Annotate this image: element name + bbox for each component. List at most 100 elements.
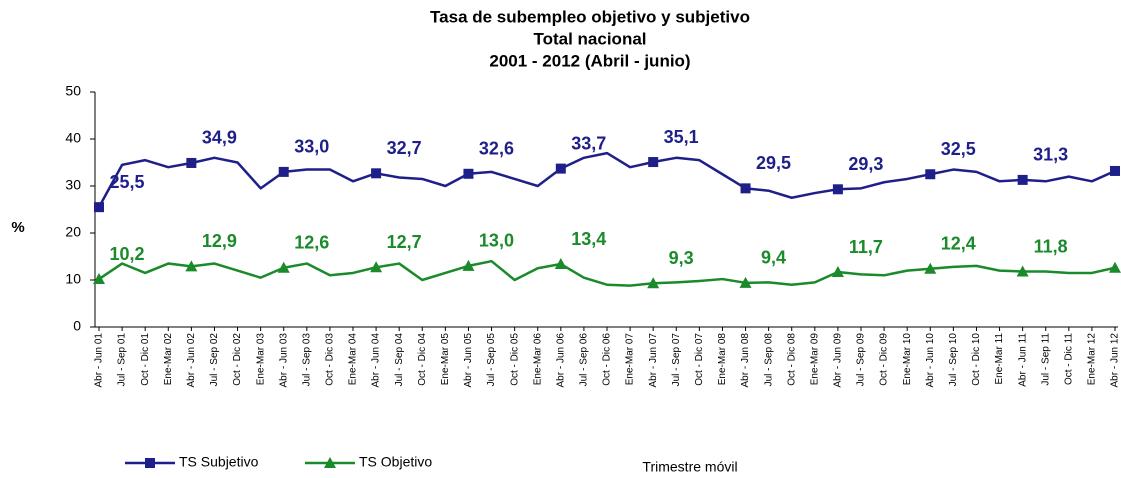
data-point bbox=[370, 261, 383, 273]
x-tick-label: Jul - Sep 08 bbox=[763, 333, 774, 387]
x-tick-label: Ene-Mar 08 bbox=[717, 333, 728, 386]
x-tick-label: Abr - Jun 07 bbox=[648, 333, 659, 388]
legend-label: TS Subjetivo bbox=[179, 454, 259, 470]
legend-label: TS Objetivo bbox=[359, 454, 432, 470]
x-tick-label: Ene-Mar 11 bbox=[994, 333, 1005, 385]
chart-title: Tasa de subempleo objetivo y subjetivo bbox=[430, 7, 750, 26]
x-tick-label: Jul - Sep 07 bbox=[671, 333, 682, 387]
data-point bbox=[1109, 261, 1121, 273]
data-label: 32,5 bbox=[941, 139, 976, 159]
x-tick-label: Oct - Dic 05 bbox=[509, 333, 520, 386]
x-tick-label: Oct - Dic 02 bbox=[232, 333, 243, 386]
x-tick-label: Abr - Jun 12 bbox=[1110, 333, 1121, 388]
legend-marker bbox=[324, 457, 336, 468]
x-tick-label: Oct - Dic 04 bbox=[417, 333, 428, 386]
x-tick-label: Oct - Dic 06 bbox=[602, 333, 613, 386]
data-label: 12,4 bbox=[941, 233, 976, 253]
data-point bbox=[832, 184, 843, 195]
data-label: 32,6 bbox=[479, 139, 514, 159]
x-tick-label: Ene-Mar 02 bbox=[163, 333, 174, 386]
y-tick-label: 40 bbox=[65, 130, 81, 146]
x-tick-label: Ene-Mar 04 bbox=[348, 333, 359, 386]
x-tick-label: Oct - Dic 01 bbox=[140, 333, 151, 386]
x-tick-label: Jul - Sep 06 bbox=[579, 333, 590, 387]
data-point bbox=[93, 273, 105, 285]
data-point bbox=[648, 157, 659, 168]
data-point bbox=[924, 262, 937, 274]
y-tick-label: 0 bbox=[73, 318, 81, 334]
data-label: 29,5 bbox=[756, 153, 791, 173]
data-point bbox=[647, 277, 660, 289]
x-tick-label: Abr - Jun 11 bbox=[1017, 333, 1028, 387]
data-point bbox=[831, 266, 844, 278]
x-tick-label: Abr - Jun 04 bbox=[371, 333, 382, 388]
data-label: 34,9 bbox=[202, 128, 237, 148]
data-point bbox=[555, 163, 566, 174]
data-point bbox=[371, 168, 382, 179]
y-axis-label: % bbox=[11, 219, 24, 236]
x-tick-label: Abr - Jun 09 bbox=[833, 333, 844, 388]
data-label: 25,5 bbox=[109, 172, 144, 192]
y-tick-label: 50 bbox=[65, 83, 81, 99]
x-tick-label: Oct - Dic 11 bbox=[1063, 333, 1074, 385]
x-tick-label: Abr - Jun 10 bbox=[925, 333, 936, 388]
data-point bbox=[462, 259, 475, 271]
chart-subtitle: 2001 - 2012 (Abril - junio) bbox=[489, 51, 690, 70]
x-tick-label: Abr - Jun 06 bbox=[555, 333, 566, 388]
data-label: 29,3 bbox=[848, 154, 883, 174]
x-tick-label: Ene-Mar 06 bbox=[532, 333, 543, 386]
x-tick-label: Jul - Sep 02 bbox=[209, 333, 220, 387]
series-line bbox=[98, 259, 1116, 287]
data-label: 33,7 bbox=[571, 133, 606, 153]
data-label: 10,2 bbox=[109, 244, 144, 264]
data-label: 12,9 bbox=[202, 231, 237, 251]
data-point bbox=[739, 276, 752, 288]
data-point bbox=[463, 168, 474, 179]
x-tick-label: Jul - Sep 10 bbox=[948, 333, 959, 387]
x-tick-label: Oct - Dic 09 bbox=[879, 333, 890, 386]
x-tick-label: Abr - Jun 02 bbox=[186, 333, 197, 388]
data-point bbox=[186, 157, 197, 168]
x-tick-label: Ene-Mar 09 bbox=[809, 333, 820, 386]
x-tick-label: Abr - Jun 05 bbox=[463, 333, 474, 388]
legend-marker bbox=[145, 458, 155, 468]
x-tick-label: Jul - Sep 03 bbox=[301, 333, 312, 387]
data-label: 11,7 bbox=[849, 237, 883, 257]
series-line bbox=[97, 151, 1116, 208]
x-tick-label: Jul - Sep 05 bbox=[486, 333, 497, 387]
data-label: 9,4 bbox=[761, 248, 786, 268]
data-point bbox=[1016, 265, 1029, 277]
data-label: 35,1 bbox=[664, 127, 699, 147]
x-tick-label: Oct - Dic 10 bbox=[971, 333, 982, 386]
data-label: 13,0 bbox=[479, 231, 514, 251]
data-point bbox=[278, 166, 289, 177]
x-tick-label: Ene-Mar 05 bbox=[440, 333, 451, 386]
data-point bbox=[925, 169, 936, 180]
data-label: 12,6 bbox=[294, 233, 329, 253]
x-tick-label: Abr - Jun 01 bbox=[94, 333, 105, 388]
data-label: 31,3 bbox=[1033, 145, 1068, 165]
x-tick-label: Jul - Sep 09 bbox=[856, 333, 867, 387]
x-tick-label: Ene-Mar 12 bbox=[1087, 333, 1098, 386]
data-point bbox=[740, 183, 751, 194]
y-tick-label: 30 bbox=[65, 177, 81, 193]
x-tick-label: Abr - Jun 08 bbox=[740, 333, 751, 388]
data-label: 13,4 bbox=[571, 229, 606, 249]
x-tick-label: Ene-Mar 03 bbox=[255, 333, 266, 386]
x-axis-label: Trimestre móvil bbox=[642, 459, 737, 475]
data-point bbox=[554, 258, 567, 270]
x-tick-label: Abr - Jun 03 bbox=[278, 333, 289, 388]
x-tick-label: Jul - Sep 11 bbox=[1040, 333, 1051, 386]
data-label: 32,7 bbox=[387, 138, 422, 158]
data-label: 12,7 bbox=[387, 232, 422, 252]
data-point bbox=[1017, 174, 1028, 185]
y-tick-label: 10 bbox=[65, 271, 81, 287]
x-tick-label: Jul - Sep 01 bbox=[117, 333, 128, 387]
x-tick-label: Oct - Dic 07 bbox=[694, 333, 705, 386]
data-point bbox=[94, 202, 104, 213]
data-label: 11,8 bbox=[1034, 236, 1068, 256]
y-tick-label: 20 bbox=[65, 224, 81, 240]
x-tick-label: Oct - Dic 08 bbox=[786, 333, 797, 386]
data-point bbox=[1110, 165, 1120, 176]
